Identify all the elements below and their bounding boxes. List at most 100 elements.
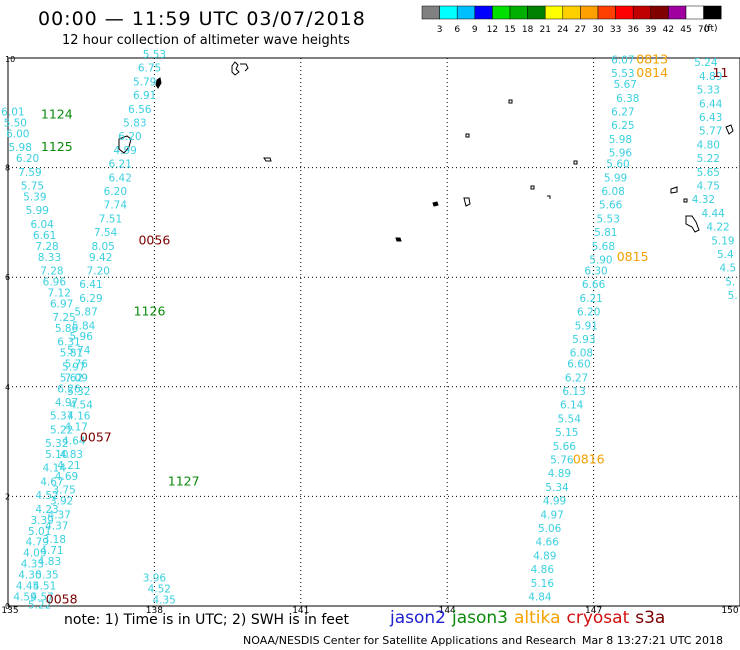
x-tick-label: 147	[585, 606, 602, 616]
island-outline	[683, 198, 688, 203]
swh-value-label: 4.44	[701, 208, 725, 220]
x-tick-label: 141	[292, 606, 309, 616]
swh-value-label: 7.28	[35, 241, 58, 253]
pass-time-label: 11	[713, 65, 729, 80]
swh-value-label: 4.54	[70, 400, 94, 412]
color-scale-tick: 70	[698, 25, 710, 35]
satellite-legend-entry: altika	[514, 608, 561, 628]
footer-note: note: 1) Time is in UTC; 2) SWH is in fe…	[64, 612, 350, 628]
swh-value-label: 8.05	[91, 241, 114, 253]
color-scale-bar	[421, 5, 722, 20]
island-outline	[263, 157, 272, 162]
swh-value-label: 6.61	[33, 230, 56, 242]
island-outline	[432, 201, 439, 207]
swh-value-label: 6.42	[109, 172, 132, 184]
x-tick-label: 135	[1, 606, 18, 616]
swh-value-label: 5.32	[67, 386, 90, 398]
swh-value-label: 5.10	[45, 449, 68, 461]
swh-value-label: 4.99	[543, 496, 566, 508]
swh-value-label: 7.25	[52, 312, 75, 324]
swh-value-label: 6.75	[138, 63, 161, 75]
map-subtitle: 12 hour collection of altimeter wave hei…	[62, 33, 350, 48]
swh-value-label: 5.37	[50, 411, 73, 423]
x-tick-label: 150	[721, 606, 738, 616]
swh-value-label: 4.45	[16, 581, 39, 593]
color-scale-tick: 39	[645, 25, 657, 35]
swh-value-label: 5.67	[614, 79, 637, 91]
swh-value-label: 6.29	[79, 293, 102, 305]
color-scale-tick: 30	[592, 25, 604, 35]
swh-value-label: 5.98	[9, 142, 32, 154]
color-scale-tick: 42	[663, 25, 674, 35]
y-tick-label: 8	[5, 164, 10, 173]
swh-value-label: 6.20	[577, 307, 600, 319]
island-outline	[155, 77, 162, 89]
swh-value-label: 6.21	[579, 293, 602, 305]
island-outline	[530, 185, 535, 190]
y-axis-ticks: 0 2 4 6 8 10	[5, 55, 15, 611]
swh-value-label: 4.97	[55, 397, 78, 409]
swh-value-label: 5.	[728, 290, 738, 302]
swh-value-label: 4.52	[148, 583, 171, 595]
color-swatch	[562, 5, 581, 20]
color-scale-tick: 18	[522, 25, 534, 35]
swh-value-label: 4.09	[23, 548, 46, 560]
swh-value-label: 5.50	[4, 118, 27, 130]
island-outline	[465, 133, 470, 138]
swh-value-label: 5.53	[597, 213, 620, 225]
satellite-legend-entry: jason3	[452, 608, 508, 628]
x-axis-ticks: 135 138 141 144 147 150	[1, 606, 738, 616]
swh-value-label: 5.54	[558, 413, 582, 425]
swh-value-label: 7.51	[99, 213, 122, 225]
swh-value-label: 5.99	[26, 205, 49, 217]
color-swatch	[650, 5, 669, 20]
swh-value-label: 4.89	[699, 71, 722, 83]
swh-value-label: 5.98	[609, 134, 632, 146]
track: 5.24 4.89 5.336.44 6.43 5.774.80 5.22 5.65 4.75…	[692, 57, 738, 302]
swh-value-label: 7.12	[48, 287, 71, 299]
swh-value-label: 4.21	[57, 460, 80, 472]
swh-value-label: 5.83	[123, 118, 146, 130]
y-tick-label: 4	[5, 383, 10, 392]
swh-value-label: 4.84	[528, 592, 552, 604]
swh-value-label: 5.66	[599, 200, 623, 212]
pass-time-label: 0816	[573, 452, 605, 467]
swh-value-label: 5.90	[589, 255, 612, 267]
swh-value-label: 5.81	[594, 227, 617, 239]
color-scale-tick: 27	[575, 25, 586, 35]
y-tick-label: 6	[5, 273, 10, 282]
island-outline	[463, 197, 471, 207]
swh-value-label: 6.38	[616, 93, 639, 105]
swh-value-label: 5.53	[611, 68, 634, 80]
swh-value-label: 5.60	[606, 159, 629, 171]
swh-value-label: 5.86	[55, 323, 79, 335]
swh-value-label: 6.27	[565, 372, 588, 384]
swh-value-label: 4.30	[18, 570, 41, 582]
pass-time-label: 0056	[138, 232, 170, 247]
track: 6.015.506.00 5.986.20 7.59 5.755.39 5.99 6.04…	[1, 107, 93, 612]
swh-value-label: 6.91	[133, 90, 156, 102]
swh-value-label: 4.79	[26, 537, 49, 549]
satellite-legend-entry: cryosat	[566, 608, 630, 628]
swh-value-label: 6.44	[699, 98, 723, 110]
y-tick-label: 10	[5, 55, 15, 64]
swh-value-label: 5.06	[538, 523, 562, 535]
pass-time-label: 0813	[636, 51, 668, 66]
swh-value-label: 6.97	[50, 298, 73, 310]
swh-value-label: 6.08	[570, 348, 593, 360]
island-outline	[573, 160, 578, 165]
y-tick-label: 0	[5, 602, 10, 611]
color-scale-tick: 24	[557, 25, 569, 35]
swh-value-label: 6.26	[57, 383, 81, 395]
pass-time-label: 0057	[80, 430, 112, 445]
swh-value-label: 7.09	[65, 372, 88, 384]
swh-value-label: 4.57	[30, 592, 53, 604]
swh-value-label: 6.21	[109, 159, 132, 171]
swh-value-label: 4.86	[531, 564, 555, 576]
color-swatch	[456, 5, 476, 20]
swh-value-label: 4.67	[40, 476, 63, 488]
land-outlines	[118, 61, 734, 242]
swh-value-label: 5.65	[697, 167, 720, 179]
swh-value-label: 4.69	[55, 471, 78, 483]
